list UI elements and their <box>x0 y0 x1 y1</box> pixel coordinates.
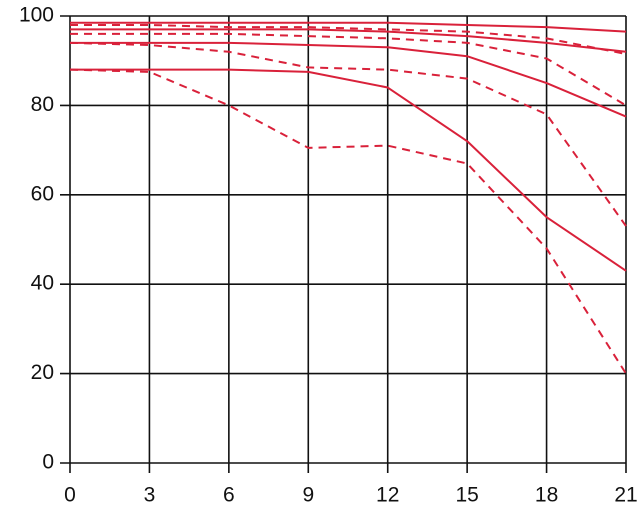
x-tick-label: 9 <box>302 484 314 507</box>
x-tick-label: 0 <box>64 484 76 507</box>
series-line <box>70 32 627 107</box>
y-tick-label: 40 <box>31 272 54 295</box>
y-tick-label: 100 <box>19 4 54 27</box>
x-tick-label: 15 <box>455 484 478 507</box>
series-line <box>70 41 627 118</box>
series-line <box>70 21 627 33</box>
series-line <box>70 23 627 55</box>
x-tick-label: 21 <box>614 484 637 507</box>
x-tick-label: 18 <box>535 484 558 507</box>
y-tick-label: 80 <box>31 93 54 116</box>
series-line <box>70 68 627 272</box>
x-tick-label: 12 <box>376 484 399 507</box>
y-tick-label: 60 <box>31 182 54 205</box>
series-line <box>69 68 627 375</box>
y-tick-label: 0 <box>42 451 54 474</box>
x-tick-label: 6 <box>223 484 235 507</box>
x-tick-label: 3 <box>144 484 156 507</box>
series-line <box>70 28 627 53</box>
y-tick-label: 20 <box>31 361 54 384</box>
